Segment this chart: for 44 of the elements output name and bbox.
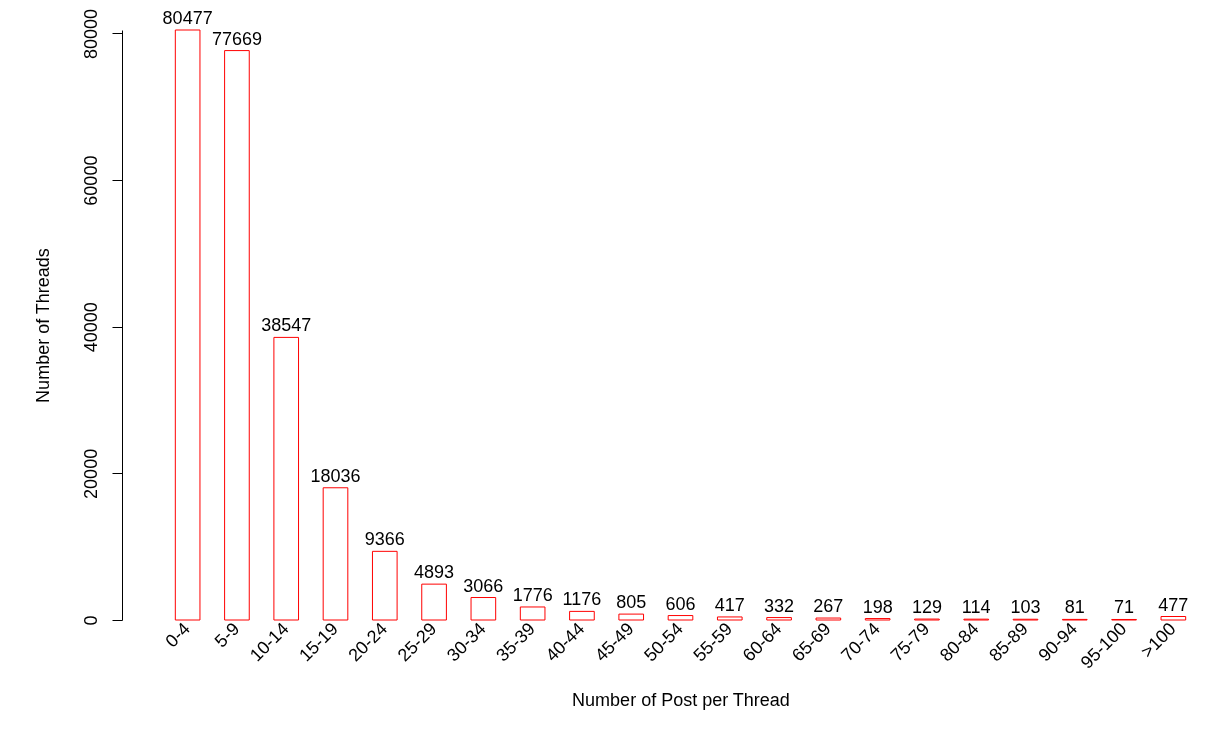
bar (273, 336, 300, 621)
bar (569, 610, 595, 621)
y-tick-label: 0 (80, 615, 101, 626)
data-label: 198 (862, 596, 893, 617)
bar (470, 597, 497, 621)
data-label: 71 (1114, 597, 1135, 618)
data-label: 332 (764, 595, 795, 616)
bar (174, 29, 201, 621)
bar (322, 487, 349, 621)
y-tick-label: 60000 (80, 155, 101, 206)
data-label: 1176 (562, 589, 602, 610)
bar (224, 50, 250, 621)
data-label: 80477 (162, 8, 213, 28)
x-tick-label: 0-4 (161, 618, 195, 652)
bar (371, 550, 398, 621)
data-label: 3066 (463, 575, 504, 596)
data-label: 477 (1158, 594, 1189, 615)
y-tick-label: 40000 (80, 302, 101, 353)
data-label: 18036 (310, 465, 361, 486)
data-label: 81 (1064, 597, 1085, 618)
data-label: 1776 (512, 584, 553, 605)
data-label: 805 (616, 592, 647, 613)
bar (618, 613, 645, 621)
y-axis-title: Number of Threads (32, 248, 53, 403)
data-label: 129 (911, 597, 942, 618)
data-label: 114 (961, 597, 991, 618)
y-tick-label: 20000 (80, 448, 101, 499)
bar (716, 616, 743, 621)
data-label: 103 (1010, 597, 1041, 618)
data-label: 9366 (364, 529, 405, 550)
bar (667, 615, 694, 621)
data-label: 606 (665, 593, 696, 614)
y-tick-label: 80000 (80, 8, 101, 60)
x-axis-title: Number of Post per Thread (572, 690, 790, 711)
data-label: 417 (714, 594, 745, 615)
bar (1160, 616, 1187, 621)
bar (421, 583, 447, 621)
data-label: 267 (813, 596, 844, 617)
bar (766, 617, 792, 621)
data-label: 77669 (211, 28, 262, 49)
x-tick-label: 5-9 (210, 618, 244, 652)
data-label: 38547 (261, 315, 312, 336)
bar (519, 606, 546, 621)
data-label: 4893 (414, 562, 455, 583)
